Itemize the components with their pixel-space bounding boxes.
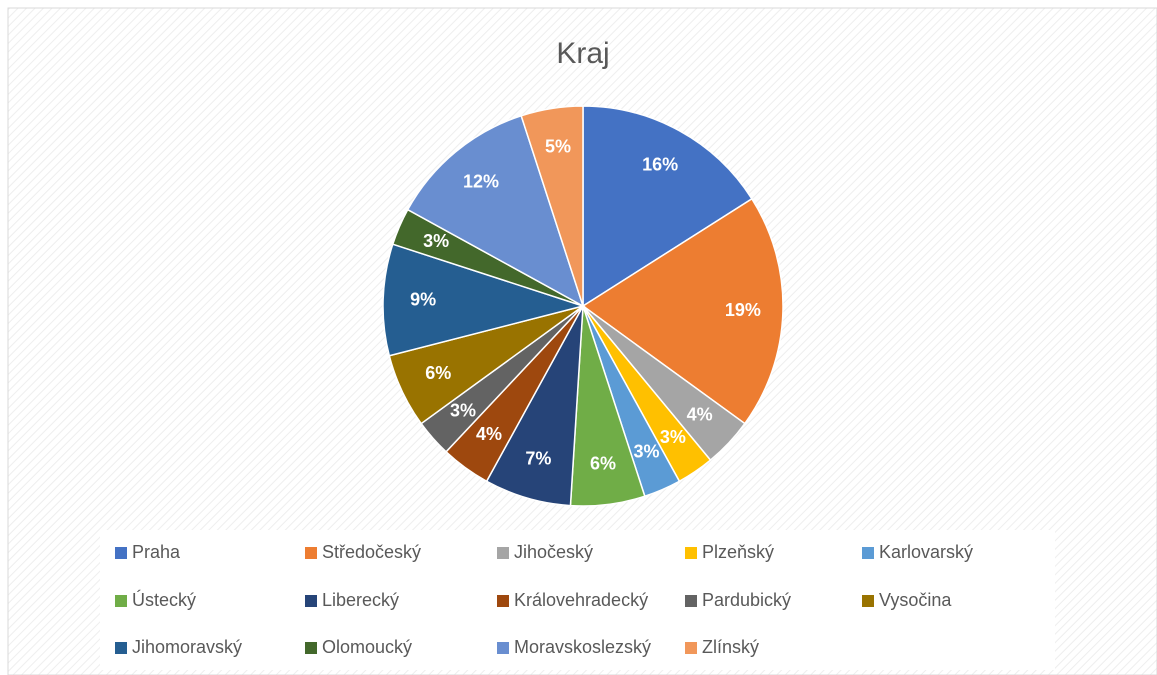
legend-swatch — [305, 642, 317, 654]
legend-swatch — [115, 547, 127, 559]
legend-swatch — [115, 595, 127, 607]
legend-label: Zlínský — [702, 637, 759, 657]
data-label: 16% — [642, 155, 678, 175]
legend-swatch — [685, 595, 697, 607]
data-label: 4% — [476, 424, 502, 444]
data-label: 3% — [660, 427, 686, 447]
legend-swatch — [685, 547, 697, 559]
legend-swatch — [685, 642, 697, 654]
legend-label: Středočeský — [322, 542, 421, 562]
pie-slice — [581, 197, 784, 425]
legend-label: Jihomoravský — [132, 637, 242, 657]
legend-label: Praha — [132, 542, 181, 562]
legend-label: Pardubický — [702, 590, 791, 610]
data-label: 3% — [450, 401, 476, 421]
legend-swatch — [305, 547, 317, 559]
data-label: 12% — [463, 171, 499, 191]
pie-slice — [406, 114, 585, 308]
legend-label: Plzeňský — [702, 542, 774, 562]
data-label: 9% — [410, 290, 436, 310]
data-label: 6% — [590, 453, 616, 473]
data-label: 4% — [687, 404, 713, 424]
legend-label: Moravskoslezský — [514, 637, 651, 657]
data-label: 3% — [423, 231, 449, 251]
legend-swatch — [862, 547, 874, 559]
legend-swatch — [305, 595, 317, 607]
data-label: 7% — [525, 448, 551, 468]
data-label: 5% — [545, 137, 571, 157]
legend-swatch — [497, 547, 509, 559]
legend-label: Královehradecký — [514, 590, 648, 610]
legend-label: Vysočina — [879, 590, 952, 610]
legend-label: Ústecký — [132, 589, 196, 610]
legend-box — [100, 530, 1055, 670]
data-label: 19% — [725, 300, 761, 320]
data-label: 6% — [425, 363, 451, 383]
legend-swatch — [497, 642, 509, 654]
data-label: 3% — [634, 442, 660, 462]
legend-swatch — [497, 595, 509, 607]
legend-label: Olomoucký — [322, 637, 412, 657]
legend-label: Jihočeský — [514, 542, 593, 562]
chart-title: Kraj — [556, 37, 609, 70]
legend-swatch — [862, 595, 874, 607]
pie-slice — [582, 105, 753, 308]
legend-label: Liberecký — [322, 590, 399, 610]
legend-label: Karlovarský — [879, 542, 973, 562]
legend-swatch — [115, 642, 127, 654]
pie-slice — [520, 105, 584, 307]
pie-slice — [382, 243, 586, 357]
